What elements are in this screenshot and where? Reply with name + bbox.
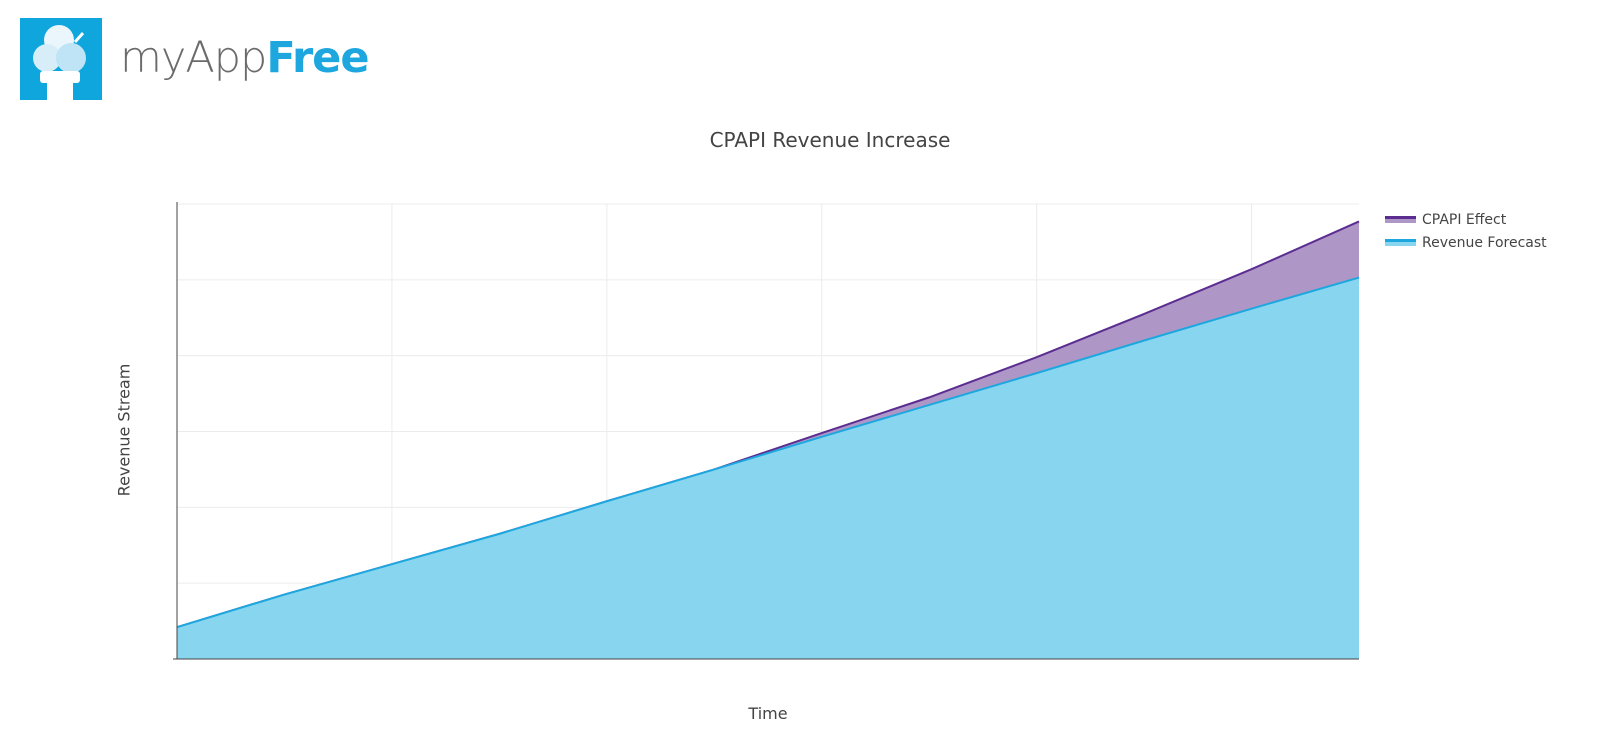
legend-label-revenue-forecast: Revenue Forecast [1422,234,1547,251]
ice-cream-cone-icon [20,18,102,100]
area-revenue-forecast [177,277,1359,659]
line-revenue-forecast [176,276,1360,629]
chart-title: CPAPI Revenue Increase [709,128,951,152]
brand-name-part1: myApp [120,33,267,83]
legend-swatch-revenue-forecast [1385,239,1416,246]
chart-areas [176,220,1360,660]
app-logo [20,18,102,100]
brand-name-part2: Free [266,33,369,83]
legend-label-cpapi-effect: CPAPI Effect [1422,211,1507,228]
chart-legend: CPAPI Effect Revenue Forecast [1385,208,1547,254]
chart-axes [173,202,1359,660]
legend-swatch-cpapi-effect [1385,216,1416,223]
legend-item-cpapi-effect[interactable]: CPAPI Effect [1385,208,1547,231]
legend-item-revenue-forecast[interactable]: Revenue Forecast [1385,231,1547,254]
brand-name: myAppFree [120,28,370,88]
x-axis-label: Time [748,704,788,723]
